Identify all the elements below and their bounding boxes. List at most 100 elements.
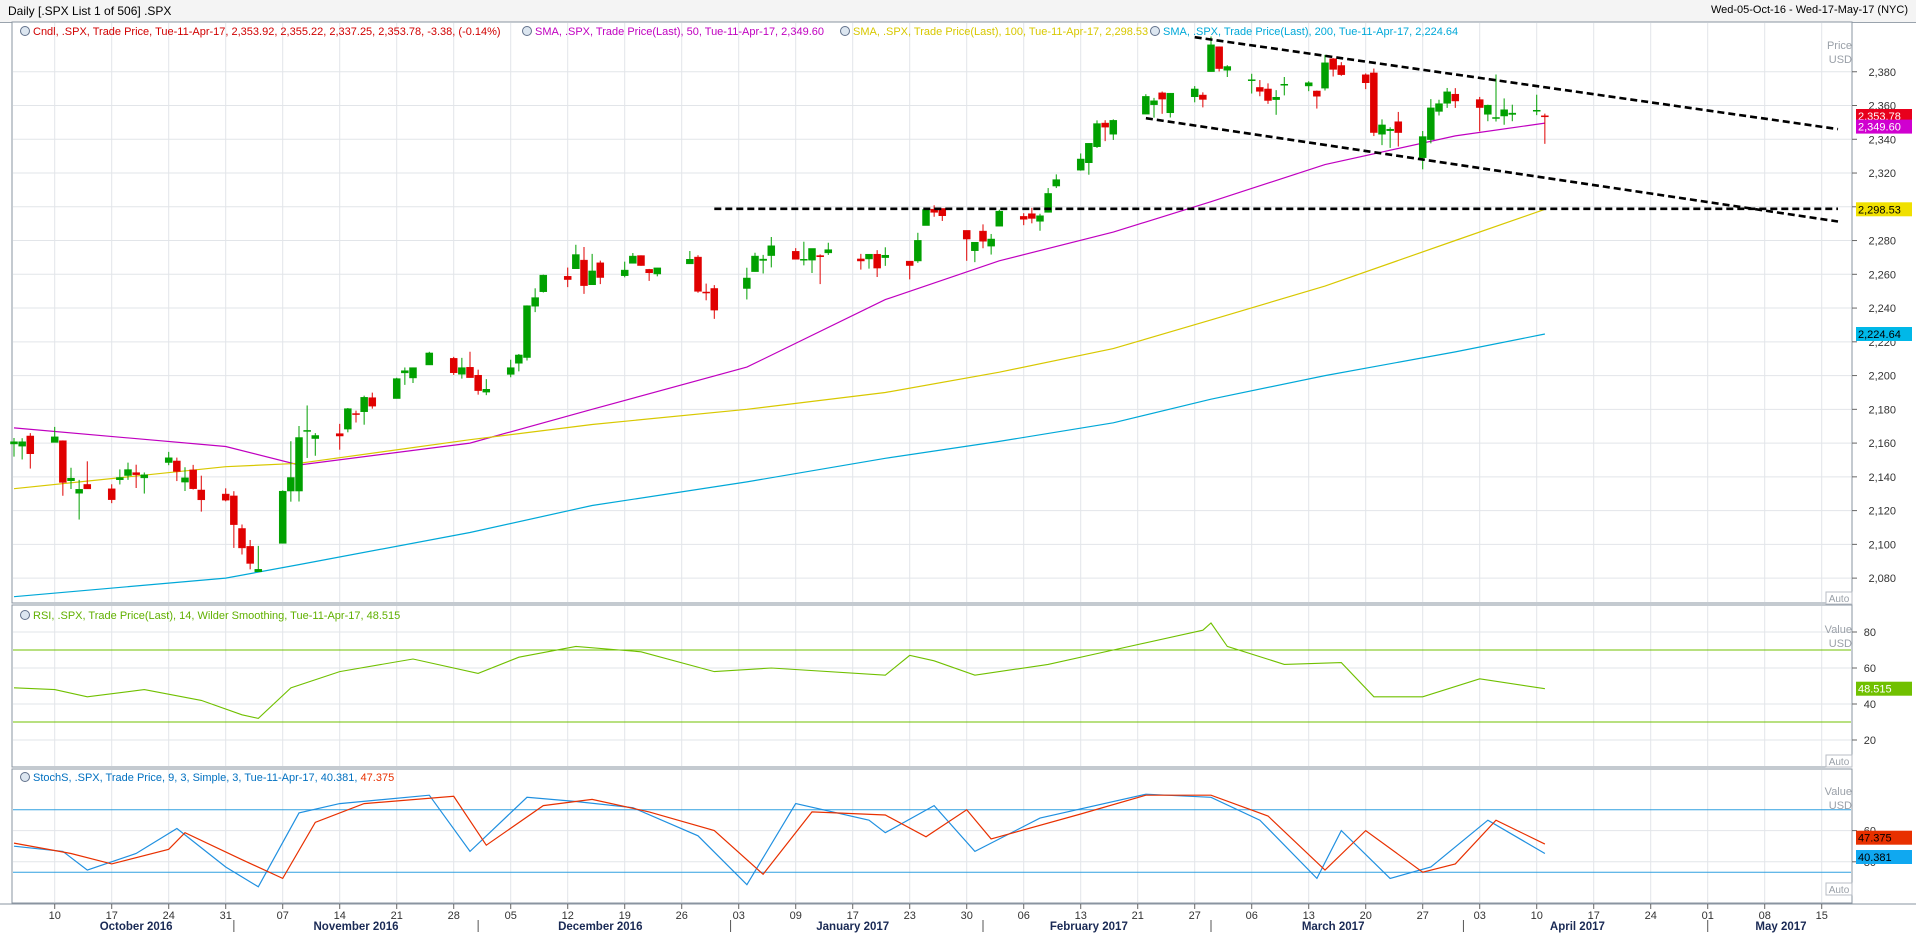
candle-body	[124, 469, 132, 476]
price-tick-label: 2,180	[1868, 404, 1896, 416]
x-month-label: January 2017	[816, 921, 889, 933]
candle-body	[26, 435, 35, 454]
candle-body	[1435, 103, 1443, 112]
x-day-label: 12	[562, 910, 574, 922]
x-day-label: 13	[1075, 910, 1087, 922]
x-day-label: 13	[1303, 910, 1315, 922]
stoch-d-line	[13, 794, 1546, 880]
candle-body	[1492, 117, 1500, 119]
candle-body	[1532, 109, 1541, 112]
x-month-label: February 2017	[1050, 921, 1128, 933]
candle-body	[1304, 82, 1313, 87]
price-tick-label: 2,080	[1868, 573, 1896, 585]
candle-body	[295, 437, 303, 492]
x-day-label: 19	[619, 910, 631, 922]
legend-sma200: SMA, .SPX, Trade Price(Last), 200, Tue-1…	[1163, 26, 1458, 38]
candle-body	[1190, 88, 1199, 97]
candle-body	[1443, 91, 1451, 104]
x-day-label: 23	[904, 910, 916, 922]
rsi-legend: RSI, .SPX, Trade Price(Last), 14, Wilder…	[20, 610, 400, 622]
rsi-tick-label: 60	[1864, 663, 1876, 675]
legend-sma50: SMA, .SPX, Trade Price(Last), 50, Tue-11…	[535, 26, 824, 38]
candle-body	[1386, 128, 1394, 131]
candle-body	[645, 269, 653, 274]
candle-body	[1215, 46, 1223, 69]
candle-body	[1101, 122, 1109, 128]
candle-body	[254, 569, 263, 572]
x-day-label: 06	[1246, 910, 1258, 922]
price-tick-label: 2,340	[1868, 134, 1896, 146]
candle-body	[116, 477, 124, 480]
candle-body	[694, 256, 702, 292]
svg-text:StochS, .SPX, Trade Price, 9,: StochS, .SPX, Trade Price, 9, 3, Simple,…	[33, 772, 394, 784]
candle-body	[360, 397, 368, 412]
x-month-label: October 2016	[100, 921, 173, 933]
sma100-tag	[1856, 202, 1912, 217]
stoch-auto-button[interactable]	[1825, 882, 1853, 896]
chart-title: Daily [.SPX List 1 of 506] .SPX	[8, 4, 172, 18]
candle-body	[425, 352, 434, 366]
candle-body	[1028, 213, 1036, 219]
stoch-k-tag	[1856, 850, 1912, 864]
x-day-label: 01	[1702, 910, 1714, 922]
rsi-line	[13, 622, 1545, 719]
candle-body	[905, 260, 914, 266]
sma50-tag-text: 2,349.60	[1858, 122, 1901, 134]
candle-body	[865, 253, 873, 260]
price-axis-unit: USD	[1829, 54, 1852, 66]
candle-body	[1418, 136, 1427, 158]
candle-body	[1475, 99, 1484, 108]
stoch-panel	[11, 768, 1853, 904]
candle-body	[1247, 79, 1256, 81]
x-month-label: March 2017	[1302, 921, 1365, 933]
rsi-auto-label: Auto	[1829, 757, 1850, 768]
candle-body	[132, 472, 140, 475]
candle-body	[531, 297, 539, 307]
candle-body	[686, 259, 694, 265]
candle-body	[539, 274, 548, 292]
candle-body	[588, 270, 596, 286]
candle-body	[971, 241, 979, 251]
candle-body	[75, 489, 83, 494]
candle-body	[1256, 87, 1264, 92]
candle-body	[563, 276, 572, 280]
candle-body	[1142, 96, 1150, 115]
rsi-auto-button[interactable]	[1825, 754, 1853, 768]
candle-body	[759, 258, 767, 261]
trendline	[1194, 35, 1839, 131]
sma-line	[13, 333, 1546, 598]
candle-body	[230, 495, 238, 525]
candle-body	[1158, 92, 1166, 100]
stoch-axis-title: Value	[1825, 786, 1852, 798]
candle-body	[702, 291, 710, 294]
x-day-label: 10	[1531, 910, 1543, 922]
x-day-label: 05	[505, 910, 517, 922]
x-day-label: 07	[277, 910, 289, 922]
price-tick-label: 2,320	[1868, 168, 1896, 180]
price-auto-button[interactable]	[1825, 591, 1853, 605]
candle-body	[67, 477, 75, 481]
candle-body	[458, 367, 466, 375]
candle-body	[637, 255, 645, 266]
x-day-label: 28	[448, 910, 460, 922]
candle-body	[1264, 88, 1272, 101]
candle-body	[938, 208, 947, 216]
candle-body	[1093, 123, 1101, 147]
x-day-label: 17	[106, 910, 118, 922]
candle-body	[914, 240, 922, 262]
candle-body	[311, 435, 320, 439]
candle-body	[930, 208, 938, 213]
x-day-label: 09	[790, 910, 802, 922]
candle-body	[515, 354, 523, 364]
candle-body	[335, 433, 344, 437]
x-day-label: 24	[1645, 910, 1657, 922]
x-day-label: 17	[847, 910, 859, 922]
rsi-tick-label: 40	[1864, 699, 1876, 711]
x-month-label: November 2016	[313, 921, 398, 933]
price-axis-title: Price	[1827, 40, 1852, 52]
candle-body	[580, 259, 588, 286]
price-tick-label: 2,280	[1868, 236, 1896, 248]
candle-body	[18, 441, 26, 447]
candle-body	[1500, 109, 1508, 117]
